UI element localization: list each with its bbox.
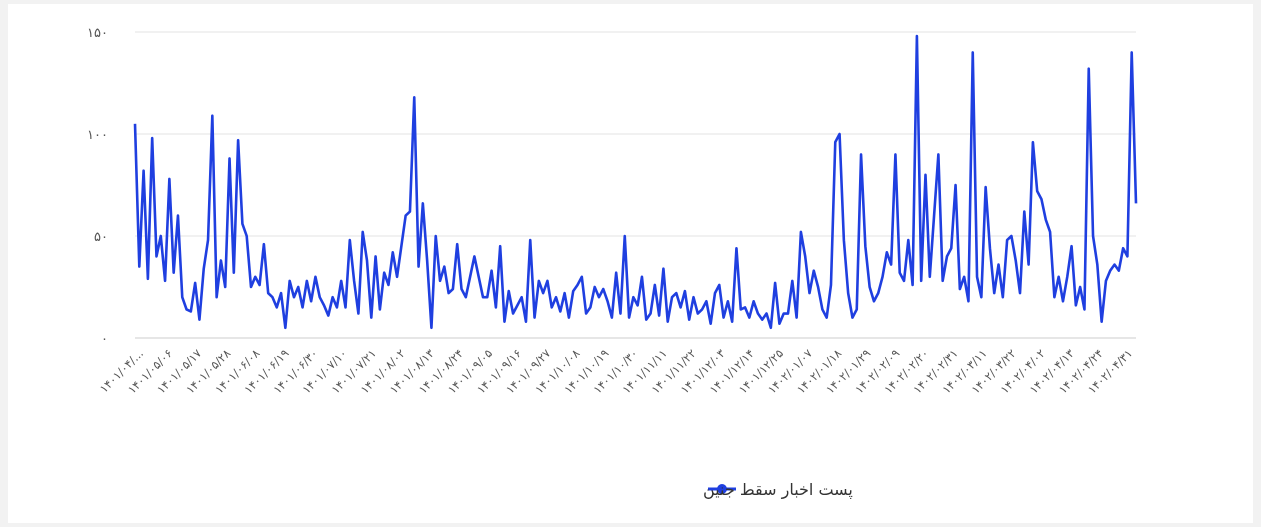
y-axis-ticks: ۰ ۵۰ ۱۰۰ ۱۵۰	[87, 26, 108, 347]
y-tick-label: ۰	[101, 332, 108, 347]
y-tick-label: ۱۰۰	[87, 128, 108, 143]
line-chart: ۰ ۵۰ ۱۰۰ ۱۵۰ ۱۴۰۱/۰۴/...۱۴۰۱/۰۵/۰۶۱۴۰۱/۰۵/۱…	[87, 26, 1138, 500]
grid-layer	[135, 31, 1136, 339]
x-axis-ticks: ۱۴۰۱/۰۴/...۱۴۰۱/۰۵/۰۶۱۴۰۱/۰۵/۱۷۱۴۰۱/۰۵/۲…	[97, 346, 1135, 396]
y-tick-label: ۵۰	[94, 230, 108, 245]
y-tick-label: ۱۵۰	[87, 26, 108, 41]
legend[interactable]: پست اخبار سقط جنین	[703, 480, 853, 500]
legend-label: پست اخبار سقط جنین	[703, 480, 853, 500]
chart-card: ۰ ۵۰ ۱۰۰ ۱۵۰ ۱۴۰۱/۰۴/... ۱۴۰۱/۰۵/۰۶ ۱۴۰۱/۰۵/۱…	[8, 4, 1253, 523]
series-line	[133, 34, 1138, 330]
legend-marker-icon	[717, 484, 727, 494]
